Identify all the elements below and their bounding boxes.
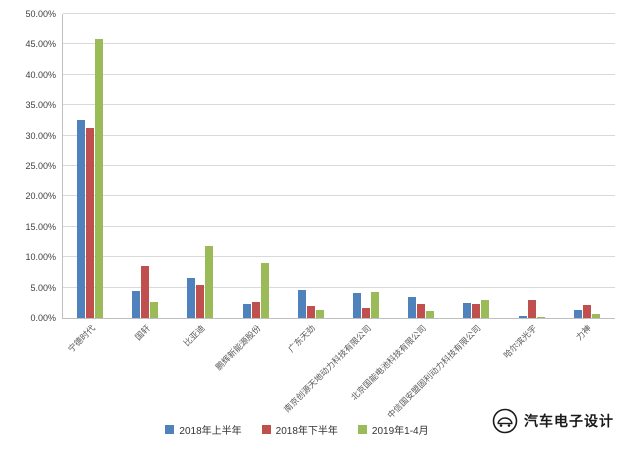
x-category-label: 鹏辉新能源股份 xyxy=(213,323,263,373)
bar xyxy=(251,302,260,318)
bar xyxy=(353,293,362,318)
gridline xyxy=(63,256,615,258)
legend-label: 2019年1-4月 xyxy=(371,426,429,437)
y-tick-label: 40.00% xyxy=(25,69,56,80)
bar xyxy=(86,128,95,318)
bar xyxy=(306,305,315,318)
bar xyxy=(408,297,417,318)
watermark-text: 汽车电子设计 xyxy=(524,413,614,429)
bar-group xyxy=(339,292,394,318)
bar xyxy=(150,301,159,318)
bar xyxy=(472,304,481,318)
gridline xyxy=(63,286,615,288)
legend-swatch xyxy=(261,425,271,434)
bar xyxy=(260,263,269,318)
gridline xyxy=(63,134,615,136)
legend-label: 2018年上半年 xyxy=(179,426,242,437)
bar xyxy=(573,310,582,318)
watermark-logo-icon xyxy=(492,408,518,434)
gridline xyxy=(63,73,615,75)
y-tick-label: 15.00% xyxy=(25,221,56,232)
y-tick-label: 35.00% xyxy=(25,100,56,111)
bar-group xyxy=(63,38,118,318)
bar xyxy=(77,120,86,318)
gridline xyxy=(63,225,615,227)
bar xyxy=(205,246,214,318)
y-tick-label: 20.00% xyxy=(25,191,56,202)
bar xyxy=(95,38,104,318)
bar xyxy=(463,302,472,318)
bar-group xyxy=(173,246,228,318)
legend-label: 2018年下半年 xyxy=(275,426,338,437)
legend-swatch xyxy=(357,425,367,434)
bar xyxy=(591,313,600,318)
bar xyxy=(315,310,324,318)
x-category-label: 力神 xyxy=(574,323,594,343)
watermark: 汽车电子设计 xyxy=(492,408,614,434)
x-category-label: 广东天劲 xyxy=(286,323,318,355)
bar xyxy=(481,299,490,318)
bar xyxy=(141,266,150,318)
y-tick-label: 10.00% xyxy=(25,252,56,263)
bar-group xyxy=(229,263,284,318)
y-tick-label: 5.00% xyxy=(30,282,56,293)
legend-item: 2019年1-4月 xyxy=(357,422,429,437)
bar xyxy=(417,304,426,318)
bar xyxy=(518,315,527,318)
y-tick-label: 0.00% xyxy=(30,313,56,323)
x-category-label: 宁德时代 xyxy=(65,323,97,355)
bar xyxy=(582,304,591,318)
gridline xyxy=(63,43,615,45)
x-category-label: 比亚迪 xyxy=(181,323,208,349)
bar-group xyxy=(394,297,449,318)
bar xyxy=(371,292,380,318)
bar xyxy=(527,300,536,318)
x-category-label: 国轩 xyxy=(132,323,152,343)
bar xyxy=(187,278,196,318)
legend-item: 2018年下半年 xyxy=(261,422,338,437)
y-tick-label: 50.00% xyxy=(25,9,56,19)
bar-group xyxy=(505,300,560,318)
bar xyxy=(297,290,306,318)
bar-group xyxy=(284,290,339,318)
y-tick-label: 30.00% xyxy=(25,130,56,141)
gridline xyxy=(63,195,615,197)
bar xyxy=(196,284,205,318)
gridline xyxy=(63,13,615,14)
legend-swatch xyxy=(165,425,175,434)
x-category-label: 哈尔滨光宇 xyxy=(501,323,539,361)
bar-group xyxy=(560,304,615,318)
bar-group xyxy=(449,299,504,318)
gridline xyxy=(63,165,615,166)
bar xyxy=(132,290,141,318)
legend-item: 2018年上半年 xyxy=(165,422,242,437)
bar xyxy=(536,316,545,318)
y-tick-label: 45.00% xyxy=(25,39,56,50)
bar-group xyxy=(118,266,173,318)
gridline xyxy=(63,104,615,106)
bar xyxy=(426,310,435,318)
bar xyxy=(242,304,251,318)
legend: 2018年上半年 2018年下半年 2019年1-4月 xyxy=(62,422,532,437)
y-tick-label: 25.00% xyxy=(25,161,56,171)
bar xyxy=(362,308,371,318)
plot-area xyxy=(62,13,615,319)
x-category-label: 中信国安盟固利动力科技有限公司 xyxy=(385,323,484,421)
